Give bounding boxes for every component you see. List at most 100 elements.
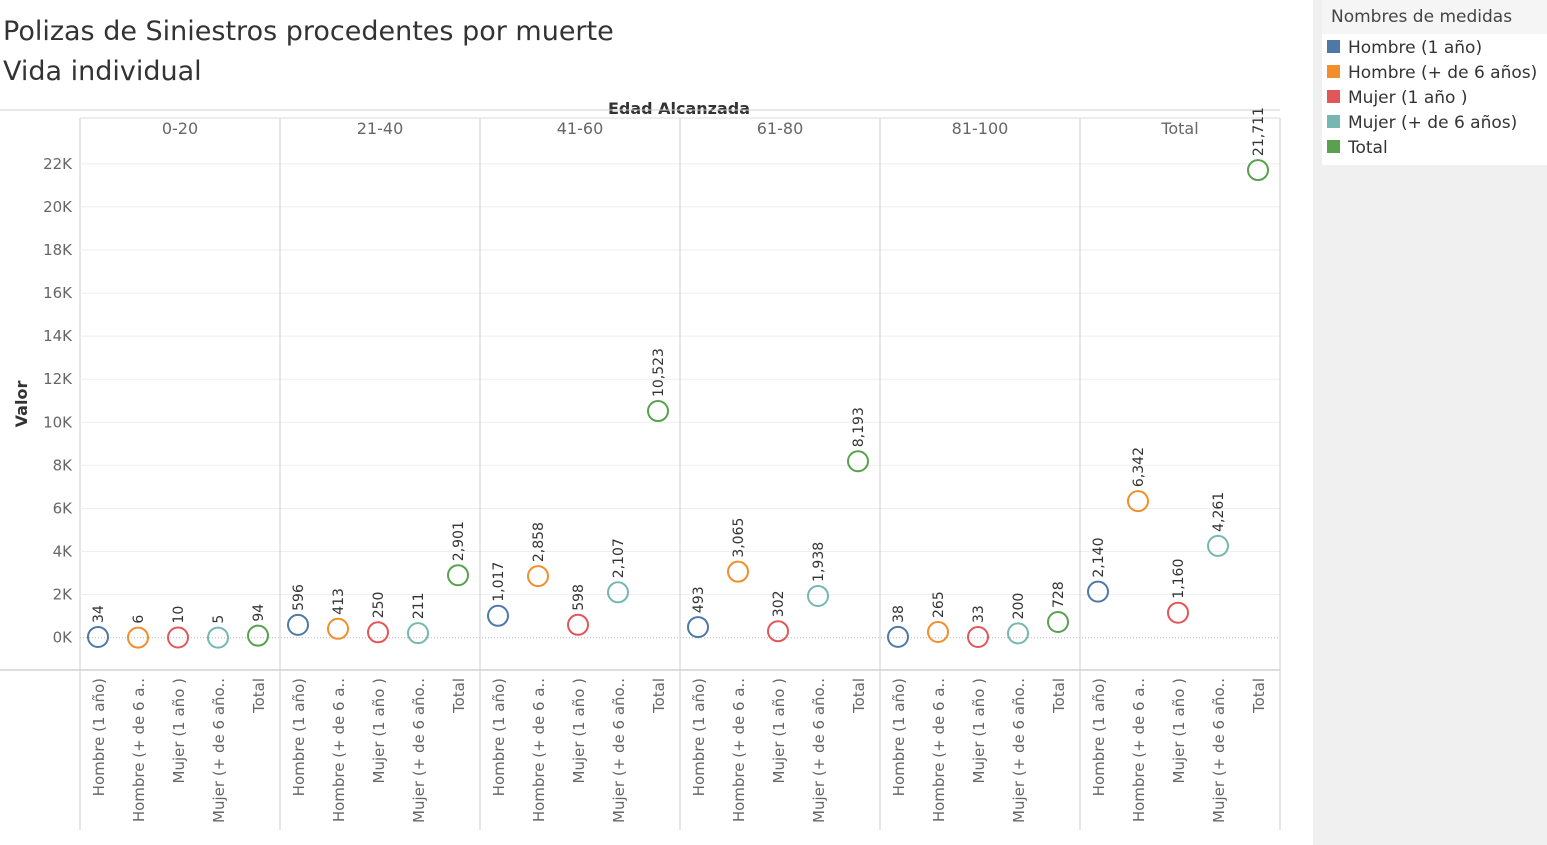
value-label: 10,523 (651, 348, 667, 397)
legend-label: Mujer (+ de 6 años) (1348, 113, 1517, 133)
x-tick-label: Mujer (1 año ) (770, 678, 788, 783)
chart-title: Polizas de Siniestros procedentes por mu… (3, 16, 614, 47)
x-tick-label: Mujer (+ de 6 año.. (610, 678, 628, 823)
value-label: 2,107 (611, 538, 627, 578)
value-label: 1,938 (811, 542, 827, 582)
y-tick-label: 0K (53, 629, 74, 647)
x-tick-label: Mujer (1 año ) (170, 678, 188, 783)
x-tick-label: Mujer (1 año ) (970, 678, 988, 783)
dot (247, 624, 269, 647)
y-tick-label: 14K (43, 327, 73, 345)
x-tick-label: Total (1050, 678, 1068, 714)
legend-header (1322, 0, 1547, 34)
value-label: 8,193 (851, 407, 867, 447)
dot (807, 584, 829, 607)
dot (887, 625, 909, 648)
dot (447, 564, 469, 587)
dot (1207, 534, 1229, 557)
x-tick-label: Mujer (+ de 6 año.. (210, 678, 228, 823)
dot (607, 581, 629, 604)
x-tick-label: Hombre (1 año) (490, 678, 508, 796)
value-label: 200 (1011, 593, 1027, 620)
x-tick-label: Hombre (1 año) (890, 678, 908, 796)
value-label: 34 (91, 605, 107, 623)
value-label: 250 (371, 592, 387, 619)
legend-swatch (1327, 65, 1340, 78)
value-label: 2,901 (451, 521, 467, 561)
y-tick-label: 4K (53, 543, 74, 561)
legend-swatch (1327, 90, 1340, 103)
group-label: Total (1160, 119, 1198, 138)
y-tick-label: 6K (53, 499, 74, 517)
dot (207, 626, 229, 649)
y-tick-label: 12K (43, 370, 73, 388)
dot (367, 621, 389, 644)
value-label: 94 (251, 604, 267, 622)
dot (1167, 601, 1189, 624)
value-label: 211 (411, 592, 427, 619)
y-tick-label: 16K (43, 284, 73, 302)
y-axis-label: Valor (12, 381, 31, 428)
group-label: 21-40 (357, 119, 404, 138)
x-tick-label: Hombre (+ de 6 a.. (130, 678, 148, 822)
dot (727, 560, 749, 583)
dot (967, 625, 989, 648)
legend-label: Hombre (+ de 6 años) (1348, 63, 1537, 83)
dot (1007, 622, 1029, 645)
y-tick-label: 22K (43, 155, 73, 173)
x-tick-label: Hombre (1 año) (290, 678, 308, 796)
dot (1127, 490, 1149, 513)
value-label: 33 (971, 605, 987, 623)
value-label: 302 (771, 590, 787, 617)
group-label: 81-100 (952, 119, 1009, 138)
value-label: 596 (291, 584, 307, 611)
x-tick-label: Mujer (+ de 6 año.. (410, 678, 428, 823)
x-tick-label: Hombre (+ de 6 a.. (530, 678, 548, 822)
dot (407, 622, 429, 645)
dot (1047, 611, 1069, 634)
x-tick-label: Mujer (+ de 6 año.. (810, 678, 828, 823)
value-label: 2,858 (531, 522, 547, 562)
x-tick-label: Hombre (1 año) (690, 678, 708, 796)
value-label: 5 (211, 615, 227, 624)
value-label: 6 (131, 615, 147, 624)
x-tick-label: Hombre (+ de 6 a.. (1130, 678, 1148, 822)
x-tick-label: Hombre (+ de 6 a.. (330, 678, 348, 822)
x-tick-label: Hombre (1 año) (1090, 678, 1108, 796)
value-label: 38 (891, 605, 907, 623)
dot (527, 565, 549, 588)
dot (847, 450, 869, 473)
legend-swatch (1327, 115, 1340, 128)
x-tick-label: Total (650, 678, 668, 714)
value-label: 21,711 (1251, 107, 1267, 156)
x-tick-label: Mujer (1 año ) (570, 678, 588, 783)
x-tick-label: Total (850, 678, 868, 714)
value-label: 598 (571, 584, 587, 611)
value-label: 728 (1051, 581, 1067, 608)
y-tick-label: 18K (43, 241, 73, 259)
dot (287, 613, 309, 636)
legend-title: Nombres de medidas (1331, 7, 1512, 27)
x-tick-label: Hombre (+ de 6 a.. (930, 678, 948, 822)
dot (927, 620, 949, 643)
y-tick-label: 10K (43, 413, 73, 431)
value-label: 413 (331, 588, 347, 615)
y-tick-label: 20K (43, 198, 73, 216)
chart-subtitle: Vida individual (3, 56, 202, 87)
group-label: 41-60 (557, 119, 604, 138)
group-label: 0-20 (162, 119, 198, 138)
legend-swatch (1327, 40, 1340, 53)
x-tick-label: Mujer (1 año ) (1170, 678, 1188, 783)
x-tick-label: Mujer (+ de 6 año.. (1010, 678, 1028, 823)
y-tick-label: 2K (53, 586, 74, 604)
dot (567, 613, 589, 636)
dot (87, 625, 109, 648)
x-tick-label: Total (1250, 678, 1268, 714)
dot (687, 616, 709, 639)
dot (327, 617, 349, 640)
y-tick-label: 8K (53, 456, 74, 474)
x-tick-label: Mujer (+ de 6 año.. (1210, 678, 1228, 823)
value-label: 2,140 (1091, 538, 1107, 578)
dot (647, 400, 669, 423)
